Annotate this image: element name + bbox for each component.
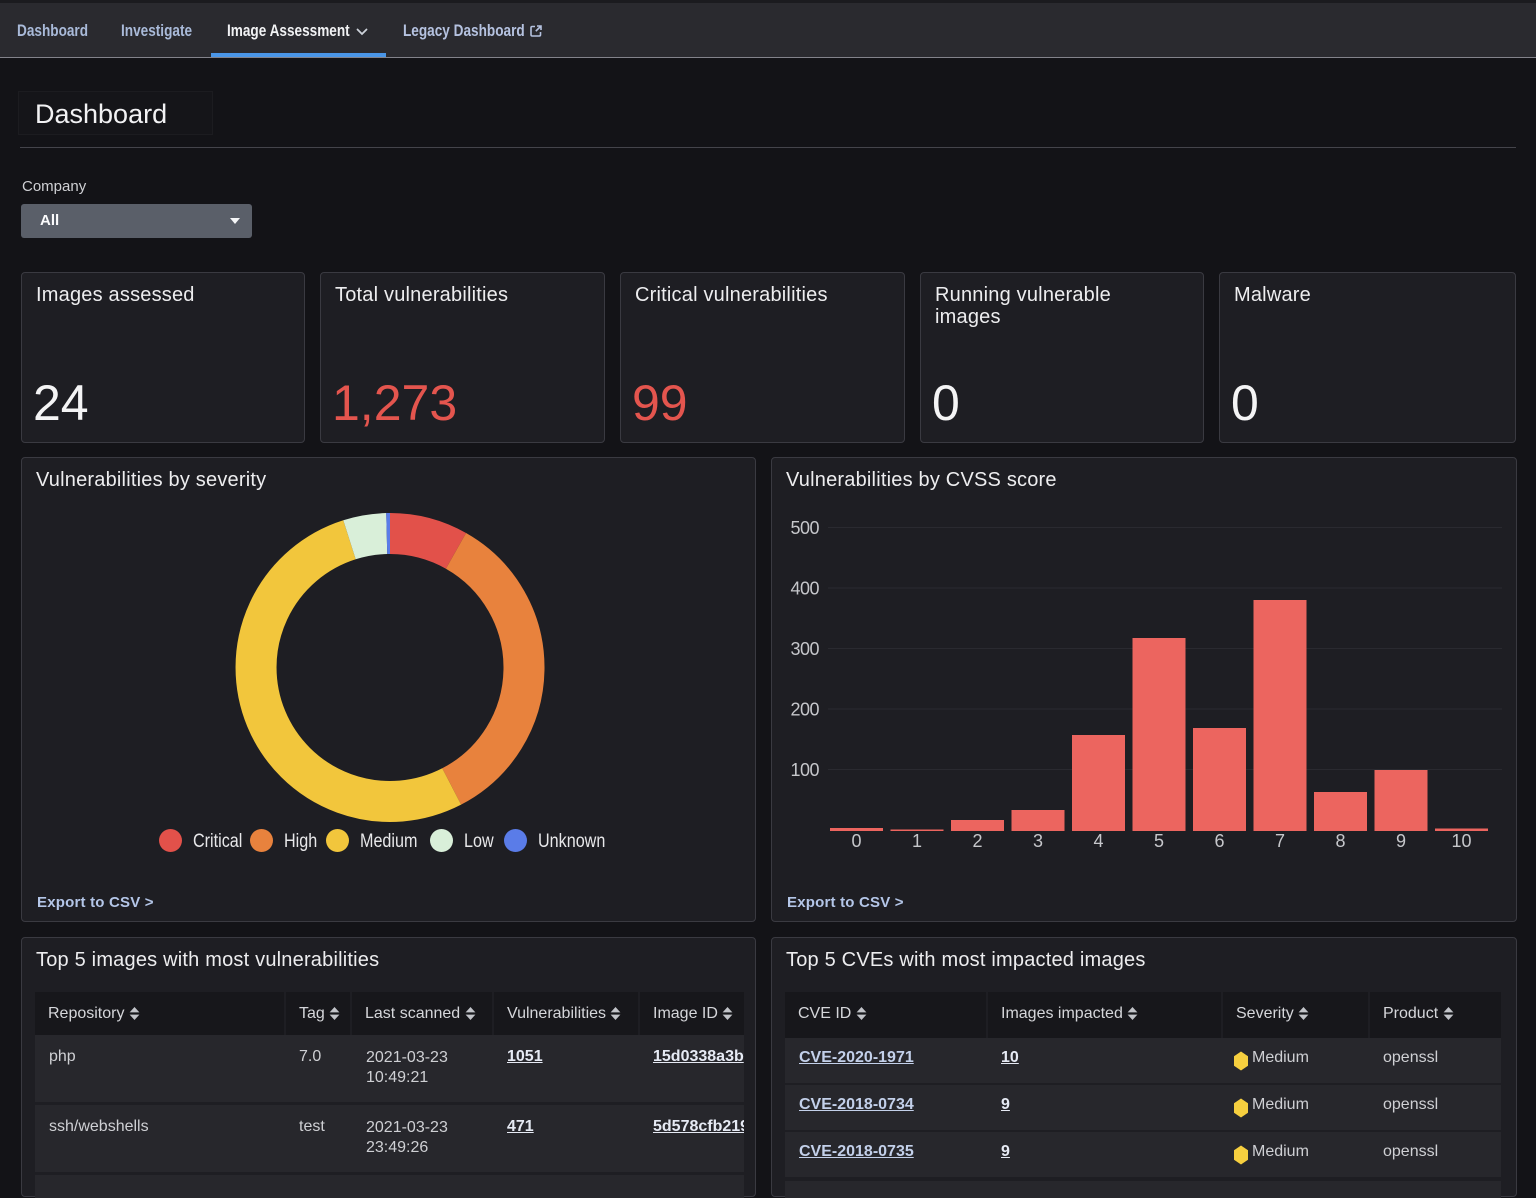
svg-text:5: 5	[1154, 831, 1164, 851]
svg-text:6: 6	[1214, 831, 1224, 851]
svg-text:500: 500	[790, 518, 819, 538]
svg-text:8: 8	[1335, 831, 1345, 851]
svg-text:3: 3	[1033, 831, 1043, 851]
svg-text:400: 400	[790, 579, 819, 599]
svg-text:7: 7	[1275, 831, 1285, 851]
svg-text:2: 2	[972, 831, 982, 851]
svg-text:200: 200	[790, 700, 819, 720]
svg-text:4: 4	[1093, 831, 1103, 851]
svg-text:100: 100	[790, 760, 819, 780]
svg-text:9: 9	[1396, 831, 1406, 851]
svg-text:300: 300	[790, 639, 819, 659]
svg-text:0: 0	[851, 831, 861, 851]
svg-text:10: 10	[1451, 831, 1471, 851]
svg-text:1: 1	[912, 831, 922, 851]
